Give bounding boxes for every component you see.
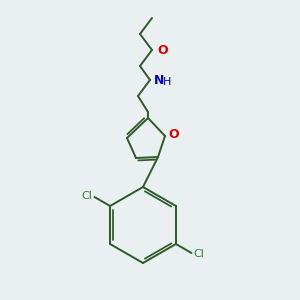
Text: O: O bbox=[157, 44, 168, 58]
Text: N: N bbox=[154, 74, 164, 88]
Text: Cl: Cl bbox=[82, 191, 92, 201]
Text: Cl: Cl bbox=[194, 249, 204, 259]
Text: O: O bbox=[168, 128, 178, 142]
Text: H: H bbox=[163, 77, 171, 87]
